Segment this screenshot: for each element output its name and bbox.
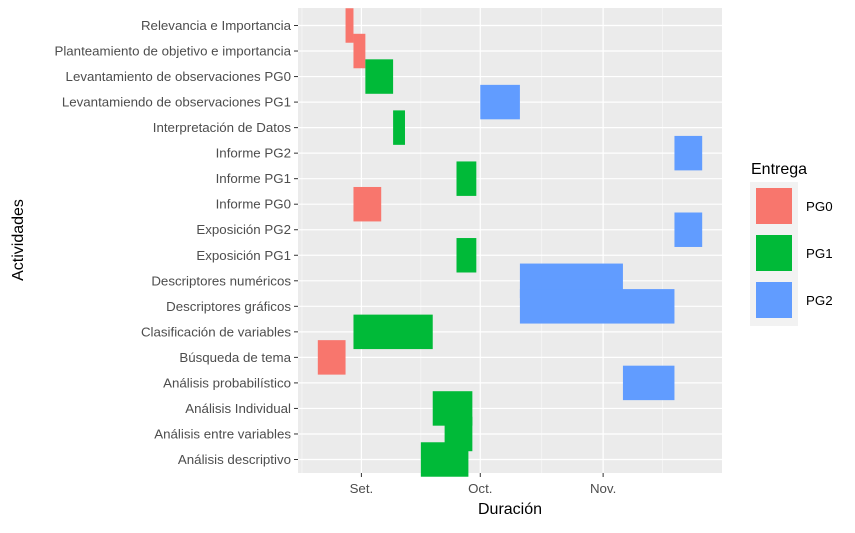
y-tick-label: Exposición PG2 [196,222,291,237]
bar [353,314,433,350]
y-tick-label: Análisis Individual [185,401,291,416]
bar [622,365,675,401]
bar [365,59,394,94]
y-axis-title: Actividades [10,199,27,281]
y-tick-label: Informe PG2 [216,146,291,161]
grid-minor [301,8,663,473]
bar [345,8,354,43]
legend-title: Entrega [751,161,807,178]
x-axis-title: Duración [478,501,542,518]
bar [674,135,703,171]
legend-label: PG0 [806,199,833,214]
y-tick-label: Clasificación de variables [141,324,291,339]
y-tick-label: Análisis descriptivo [178,452,291,467]
y-tick-label: Descriptores gráficos [166,299,291,314]
x-tick-label: Nov. [590,481,616,496]
bar [456,238,477,273]
y-tick-label: Descriptores numéricos [151,273,291,288]
y-tick-label: Exposición PG1 [196,248,291,263]
x-tick-label: Set. [350,481,374,496]
x-tick-label: Oct. [468,481,492,496]
y-tick-label: Informe PG0 [216,197,291,212]
y-axis: Relevancia e Importancia Planteamiento de… [54,18,298,467]
legend-key [756,188,792,224]
bar [480,84,520,120]
y-tick-label: Relevancia e Importancia [141,18,292,33]
y-tick-label: Análisis probabilístico [163,375,291,390]
bar [674,212,703,247]
y-tick-label: Levantamiendo de observaciones PG1 [62,95,291,110]
y-tick-label: Búsqueda de tema [179,350,291,365]
bar [353,186,382,222]
y-tick-label: Planteamiento de objetivo e importancia [54,44,291,59]
y-tick-label: Informe PG1 [216,171,291,186]
bar [420,442,469,477]
legend-key [756,282,792,318]
bar [317,340,346,375]
x-axis: Set. Oct. Nov. [350,473,616,496]
bar [393,110,405,145]
bars [317,8,703,477]
y-tick-label: Interpretación de Datos [153,120,292,135]
bar [519,289,675,324]
legend-key [756,235,792,271]
bar [353,33,366,69]
y-tick-label: Levantamiento de observaciones PG0 [66,69,291,84]
legend-label: PG2 [806,293,833,308]
y-tick-label: Análisis entre variables [154,426,291,441]
bar [456,161,477,196]
legend-label: PG1 [806,246,833,261]
legend: Entrega PG0 PG1 PG2 [750,161,833,326]
